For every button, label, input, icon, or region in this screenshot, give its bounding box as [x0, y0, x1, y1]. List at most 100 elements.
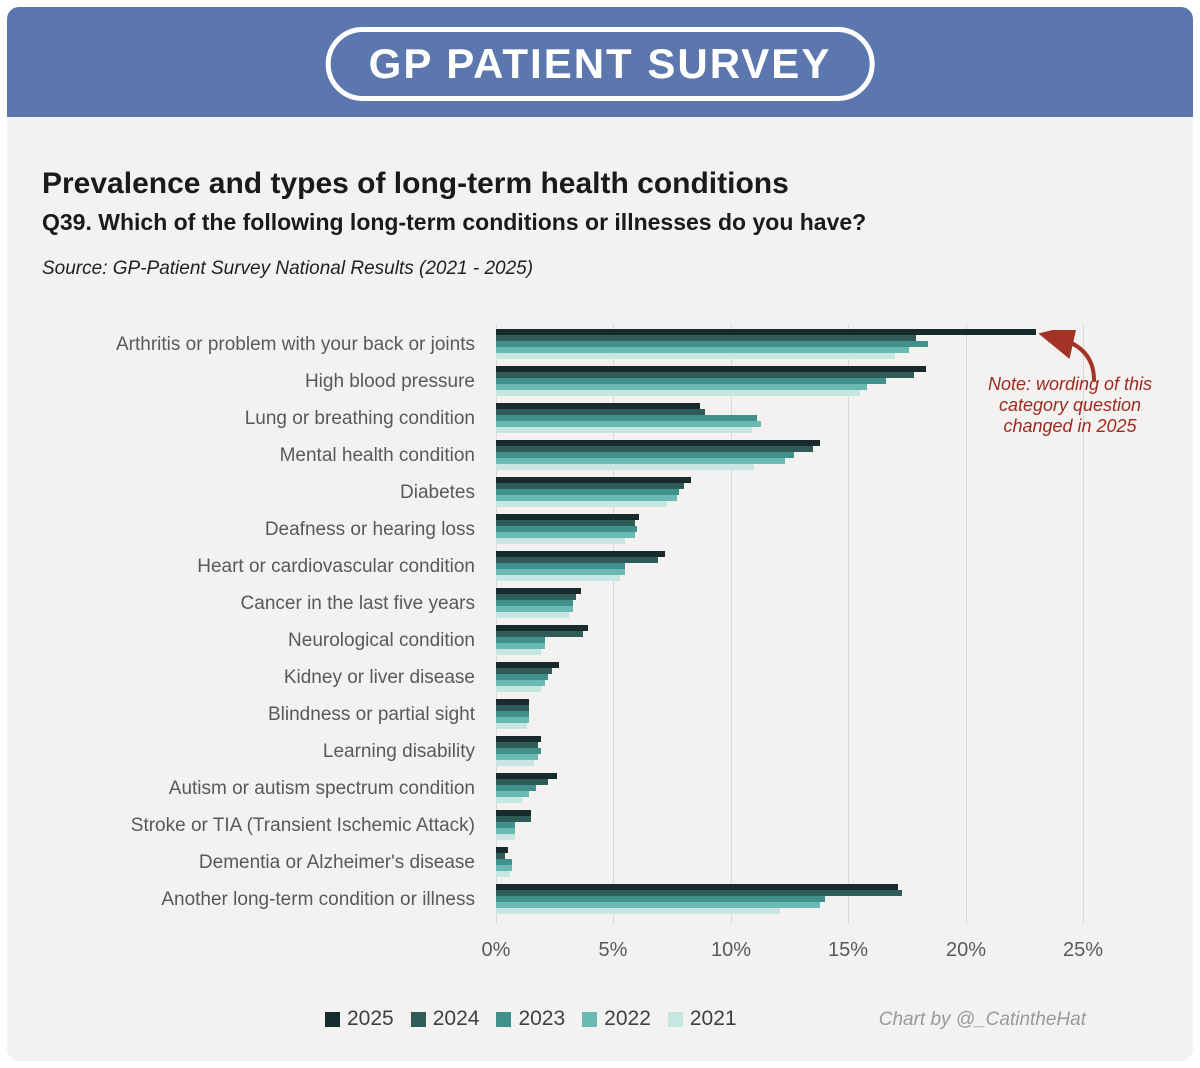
chart-row: Blindness or partial sight — [40, 696, 1140, 733]
category-label: Diabetes — [400, 482, 475, 503]
legend-swatch — [410, 1011, 426, 1027]
bar-2021 — [496, 464, 754, 470]
bar-2024 — [496, 853, 505, 859]
bar-group — [496, 844, 1140, 881]
legend-label: 2021 — [689, 1007, 737, 1030]
gridline — [1083, 324, 1084, 924]
bar-2025 — [496, 699, 529, 705]
bar-2025 — [496, 662, 559, 668]
bar-2024 — [496, 557, 658, 563]
chart-row: Lung or breathing condition — [40, 400, 1140, 437]
legend-item-2025: 2025 — [325, 1007, 394, 1031]
bar-2023 — [496, 415, 757, 421]
bar-2025 — [496, 366, 926, 372]
chart-row: Neurological condition — [40, 622, 1140, 659]
bar-2025 — [496, 588, 581, 594]
bar-2023 — [496, 378, 886, 384]
bar-2024 — [496, 446, 813, 452]
bar-group — [496, 881, 1140, 918]
bar-2024 — [496, 742, 538, 748]
category-label: Another long-term condition or illness — [161, 889, 475, 910]
category-label: Heart or cardiovascular condition — [197, 556, 475, 577]
bar-2023 — [496, 637, 545, 643]
axis-tick-label: 25% — [1062, 939, 1104, 961]
bar-2021 — [496, 575, 620, 581]
legend: 2025 2024 2023 2022 2021 — [325, 1007, 737, 1031]
bar-2022 — [496, 902, 820, 908]
bar-2021 — [496, 390, 860, 396]
bar-2024 — [496, 705, 529, 711]
annotation-line: changed in 2025 — [1003, 416, 1137, 437]
header-band: GP PATIENT SURVEY — [7, 7, 1193, 117]
annotation-line: Note: wording of this — [987, 374, 1153, 394]
bar-2023 — [496, 600, 573, 606]
bar-2025 — [496, 810, 531, 816]
bar-2025 — [496, 736, 541, 742]
bar-2022 — [496, 865, 512, 871]
bar-group — [496, 511, 1140, 548]
bar-2024 — [496, 372, 914, 378]
category-label: Neurological condition — [288, 630, 475, 651]
chart-row: Another long-term condition or illness — [40, 881, 1140, 918]
bar-2022 — [496, 791, 529, 797]
bar-2025 — [496, 847, 508, 853]
legend-label: 2023 — [518, 1007, 566, 1030]
bar-group — [496, 659, 1140, 696]
legend-label: 2022 — [604, 1007, 651, 1030]
bar-2025 — [496, 477, 691, 483]
bar-2023 — [496, 489, 679, 495]
bar-2022 — [496, 717, 529, 723]
bar-2021 — [496, 871, 510, 877]
category-label: Dementia or Alzheimer's disease — [198, 852, 475, 873]
legend-item-2022: 2022 — [582, 1007, 651, 1031]
bar-2022 — [496, 606, 573, 612]
chart-row: Learning disability — [40, 733, 1140, 770]
bar-2021 — [496, 760, 534, 766]
axis-tick-label: 0% — [481, 939, 511, 961]
bar-2022 — [496, 495, 677, 501]
bar-2021 — [496, 908, 780, 914]
bar-2025 — [496, 403, 700, 409]
gridline — [731, 324, 732, 924]
bar-2021 — [496, 427, 752, 433]
page-title: Prevalence and types of long-term health… — [42, 167, 789, 200]
bar-2023 — [496, 711, 529, 717]
legend-swatch — [582, 1011, 598, 1027]
chart-row: Diabetes — [40, 474, 1140, 511]
bar-group — [496, 585, 1140, 622]
bar-2023 — [496, 563, 625, 569]
chart-row: Deafness or hearing loss — [40, 511, 1140, 548]
bar-2021 — [496, 612, 569, 618]
source-note: Source: GP-Patient Survey National Resul… — [42, 258, 534, 279]
gridline — [496, 324, 497, 924]
plot-gridlines — [496, 324, 1084, 924]
gridline — [848, 324, 849, 924]
bar-group — [496, 770, 1140, 807]
bar-2025 — [496, 625, 588, 631]
bar-2024 — [496, 483, 684, 489]
category-label: Arthritis or problem with your back or j… — [115, 334, 475, 355]
category-label: Cancer in the last five years — [240, 593, 475, 614]
bar-2024 — [496, 631, 583, 637]
chart-row: Stroke or TIA (Transient Ischemic Attack… — [40, 807, 1140, 844]
gridline — [613, 324, 614, 924]
bar-group — [496, 696, 1140, 733]
bar-2023 — [496, 526, 637, 532]
annotation-note: Note: wording of this category question … — [965, 374, 1175, 438]
bar-2022 — [496, 569, 625, 575]
category-label: Autism or autism spectrum condition — [168, 778, 475, 799]
bar-2023 — [496, 748, 541, 754]
bar-2021 — [496, 834, 515, 840]
bar-2024 — [496, 668, 552, 674]
category-label: High blood pressure — [304, 371, 475, 392]
bar-2025 — [496, 514, 639, 520]
axis-tick-label: 15% — [827, 939, 869, 961]
question-subtitle: Q39. Which of the following long-term co… — [42, 209, 867, 235]
bar-2023 — [496, 452, 794, 458]
legend-swatch — [325, 1011, 340, 1027]
bar-2021 — [496, 538, 625, 544]
bar-2025 — [496, 884, 898, 890]
bar-2021 — [496, 501, 667, 507]
chart-row: Heart or cardiovascular condition — [40, 548, 1140, 585]
